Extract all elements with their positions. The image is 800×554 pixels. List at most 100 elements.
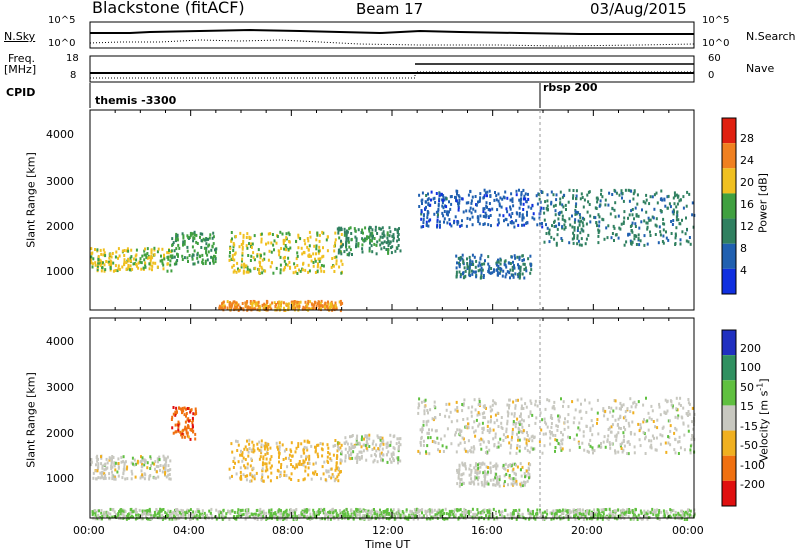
heatmap-cell [301, 509, 304, 513]
heatmap-cell [365, 439, 368, 443]
heatmap-cell [594, 206, 597, 210]
heatmap-cell [245, 264, 248, 268]
heatmap-cell [675, 514, 678, 517]
heatmap-cell [280, 247, 283, 250]
heatmap-cell [510, 192, 513, 196]
heatmap-cell [285, 302, 288, 306]
heatmap-cell [228, 510, 231, 514]
heatmap-cell [389, 433, 392, 437]
heatmap-cell [144, 265, 147, 269]
heatmap-cell [110, 264, 112, 268]
velocity-ytick-1000: 1000 [46, 472, 74, 485]
heatmap-cell [521, 223, 523, 227]
heatmap-cell [468, 272, 471, 276]
heatmap-cell [375, 443, 378, 447]
heatmap-cell [344, 447, 347, 451]
heatmap-cell [527, 415, 530, 419]
heatmap-cell [271, 301, 274, 305]
heatmap-cell [662, 425, 665, 429]
heatmap-cell [135, 462, 137, 466]
heatmap-cell [256, 301, 259, 305]
heatmap-cell [489, 429, 492, 433]
heatmap-cell [473, 513, 476, 517]
heatmap-cell [339, 458, 342, 462]
heatmap-cell [250, 512, 253, 516]
heatmap-cell [201, 232, 204, 236]
heatmap-cell [332, 264, 335, 268]
heatmap-cell [121, 265, 124, 269]
heatmap-cell [294, 509, 297, 513]
heatmap-cell [350, 451, 353, 455]
cpid-entry-themis: themis -3300 [95, 94, 177, 107]
heatmap-cell [509, 268, 512, 272]
power-colorbar [721, 117, 737, 295]
heatmap-cell [458, 508, 461, 512]
heatmap-cell [447, 213, 449, 217]
colorbar-tick-label: 4 [740, 264, 747, 277]
heatmap-cell [600, 442, 602, 445]
heatmap-cell [487, 268, 490, 272]
heatmap-cell [287, 302, 290, 306]
heatmap-cell [231, 302, 234, 306]
heatmap-cell [515, 479, 518, 483]
heatmap-cell [148, 509, 151, 513]
heatmap-cell [192, 412, 195, 416]
heatmap-cell [110, 463, 113, 467]
heatmap-cell [381, 232, 384, 236]
heatmap-cell [615, 433, 618, 437]
heatmap-cell [261, 469, 264, 473]
heatmap-cell [487, 513, 490, 517]
heatmap-cell [539, 222, 541, 226]
heatmap-cell [247, 305, 250, 309]
heatmap-cell [205, 249, 208, 253]
heatmap-cell [424, 200, 427, 204]
heatmap-cell [291, 302, 294, 306]
heatmap-cell [627, 511, 630, 514]
heatmap-cell [480, 462, 483, 466]
heatmap-cell [265, 462, 268, 466]
heatmap-cell [459, 513, 462, 517]
heatmap-cell [196, 517, 199, 521]
heatmap-cell [250, 302, 253, 306]
heatmap-cell [612, 512, 614, 516]
heatmap-cell [145, 511, 148, 515]
heatmap-cell [197, 260, 200, 264]
heatmap-cell [495, 194, 498, 198]
heatmap-cell [202, 262, 205, 266]
heatmap-cell [475, 203, 478, 207]
heatmap-cell [466, 417, 469, 421]
heatmap-cell [514, 256, 517, 260]
heatmap-cell [259, 507, 262, 511]
heatmap-cell [479, 402, 482, 406]
heatmap-cell [668, 419, 671, 423]
heatmap-cell [114, 264, 117, 268]
heatmap-cell [426, 210, 429, 213]
heatmap-cell [110, 467, 113, 471]
heatmap-cell [269, 512, 272, 515]
heatmap-cell [515, 515, 518, 519]
heatmap-cell [520, 407, 523, 411]
heatmap-cell [506, 403, 509, 407]
heatmap-cell [529, 399, 532, 403]
heatmap-cell [140, 517, 143, 521]
heatmap-cell [341, 301, 344, 305]
heatmap-cell [96, 517, 99, 521]
heatmap-cell [496, 271, 499, 275]
heatmap-cell [489, 194, 492, 198]
heatmap-cell [658, 509, 661, 512]
heatmap-cell [606, 236, 609, 240]
heatmap-cell [493, 198, 496, 202]
heatmap-cell [355, 441, 358, 445]
heatmap-cell [273, 512, 275, 516]
heatmap-cell [297, 233, 300, 237]
heatmap-cell [389, 240, 392, 244]
heatmap-cell [445, 445, 448, 449]
heatmap-cell [195, 513, 198, 517]
heatmap-cell [598, 204, 601, 208]
heatmap-cell [591, 433, 594, 437]
heatmap-cell [547, 231, 550, 235]
heatmap-cell [366, 436, 369, 440]
freq-label: Freq. [8, 52, 36, 65]
heatmap-cell [668, 436, 671, 439]
heatmap-cell [606, 515, 608, 519]
